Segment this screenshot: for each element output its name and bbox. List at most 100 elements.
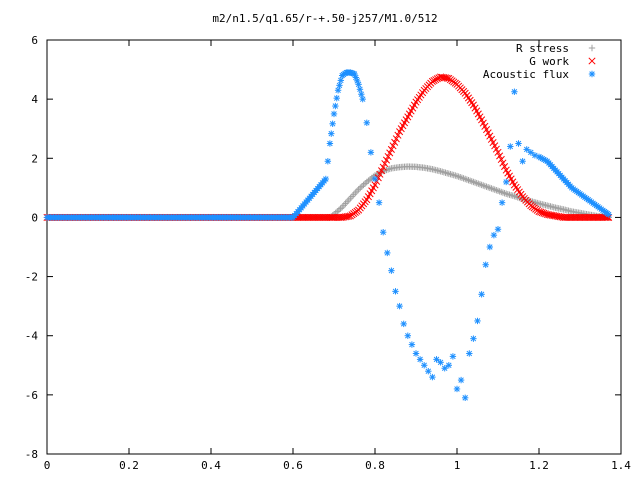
data-point bbox=[356, 86, 364, 93]
data-point bbox=[433, 75, 441, 83]
data-point bbox=[389, 142, 397, 150]
data-point bbox=[425, 368, 432, 375]
data-point bbox=[453, 385, 461, 393]
x-tick-label: 0 bbox=[44, 459, 51, 472]
data-point bbox=[334, 208, 341, 215]
data-point bbox=[392, 135, 400, 143]
legend-marker bbox=[588, 44, 596, 52]
data-point bbox=[388, 267, 395, 274]
data-point bbox=[496, 152, 504, 160]
data-point bbox=[334, 87, 342, 94]
data-point bbox=[355, 81, 362, 88]
data-point bbox=[371, 181, 379, 189]
data-point bbox=[466, 350, 473, 357]
x-tick-label: 1.2 bbox=[529, 459, 549, 472]
data-point bbox=[503, 178, 510, 186]
data-point bbox=[357, 184, 364, 192]
data-point bbox=[371, 175, 379, 183]
data-point bbox=[316, 213, 324, 221]
chart-title: m2/n1.5/q1.65/r-+.50-j257/M1.0/512 bbox=[212, 12, 437, 25]
data-point bbox=[358, 91, 365, 98]
legend-marker bbox=[588, 70, 596, 78]
data-point bbox=[306, 213, 314, 221]
data-point bbox=[375, 199, 383, 206]
data-point bbox=[494, 148, 502, 156]
data-point bbox=[379, 163, 387, 171]
data-point bbox=[319, 213, 327, 221]
data-point bbox=[329, 120, 336, 127]
axis-ticks: 0 0.2 0.4 0.6 0.8 1 1.2 1.4 -8 -6 -4 -2 0 2 4 6 bbox=[25, 34, 632, 472]
data-point bbox=[378, 167, 386, 175]
x-tick-label: 0.6 bbox=[283, 459, 303, 472]
y-tick-label: -4 bbox=[25, 330, 39, 343]
y-tick-label: 0 bbox=[31, 211, 38, 224]
data-point bbox=[515, 140, 522, 147]
data-point bbox=[432, 76, 440, 84]
data-point bbox=[358, 183, 366, 190]
data-point bbox=[330, 110, 338, 118]
data-point bbox=[523, 146, 530, 153]
data-point bbox=[382, 156, 391, 164]
data-point bbox=[499, 159, 507, 167]
y-tick-label: -8 bbox=[25, 448, 38, 461]
data-point bbox=[394, 131, 402, 139]
data-point bbox=[408, 341, 416, 348]
data-point bbox=[430, 76, 438, 85]
data-point bbox=[429, 373, 436, 381]
x-tick-label: 0.8 bbox=[365, 459, 385, 472]
data-point bbox=[387, 145, 395, 153]
data-point bbox=[312, 213, 321, 221]
data-point bbox=[381, 160, 389, 168]
data-point bbox=[494, 226, 502, 233]
y-tick-label: 6 bbox=[31, 34, 38, 47]
data-point bbox=[335, 206, 343, 214]
data-point bbox=[337, 205, 344, 212]
data-point bbox=[470, 335, 477, 342]
data-point bbox=[478, 291, 485, 298]
data-point bbox=[501, 163, 509, 171]
data-point bbox=[328, 130, 335, 137]
legend-label: G work bbox=[529, 55, 569, 68]
plot-frame bbox=[46, 39, 622, 455]
series-1 bbox=[43, 73, 613, 221]
legend-marker bbox=[588, 57, 596, 65]
x-tick-label: 1 bbox=[454, 459, 461, 472]
legend-label: Acoustic flux bbox=[483, 68, 569, 81]
data-point bbox=[384, 249, 391, 257]
data-point bbox=[301, 213, 309, 221]
data-point bbox=[519, 158, 526, 165]
data-point bbox=[309, 213, 317, 221]
data-point bbox=[314, 213, 322, 221]
data-point bbox=[497, 155, 505, 164]
data-point bbox=[337, 77, 345, 84]
data-point bbox=[311, 213, 319, 221]
y-tick-label: -2 bbox=[25, 271, 38, 284]
x-tick-label: 0.4 bbox=[201, 459, 221, 472]
data-point bbox=[321, 213, 329, 221]
data-point bbox=[486, 243, 493, 251]
data-point bbox=[527, 149, 534, 156]
data-point bbox=[333, 94, 340, 102]
data-point bbox=[391, 138, 399, 146]
data-point bbox=[457, 376, 465, 384]
y-tick-label: 2 bbox=[31, 152, 38, 165]
data-point bbox=[392, 288, 399, 295]
data-point bbox=[474, 317, 481, 325]
legend-label: R stress bbox=[516, 42, 569, 55]
series-2 bbox=[43, 69, 612, 402]
data-point bbox=[363, 119, 370, 126]
x-tick-label: 1.4 bbox=[611, 459, 631, 472]
data-point bbox=[376, 170, 384, 178]
data-point bbox=[361, 180, 369, 187]
data-point bbox=[396, 302, 403, 310]
data-point bbox=[462, 394, 469, 402]
data-point bbox=[380, 229, 387, 236]
data-point bbox=[400, 320, 407, 328]
data-point bbox=[441, 365, 448, 372]
data-point bbox=[498, 199, 506, 206]
data-point bbox=[437, 359, 444, 366]
data-point bbox=[307, 213, 316, 221]
data-point bbox=[297, 213, 305, 221]
